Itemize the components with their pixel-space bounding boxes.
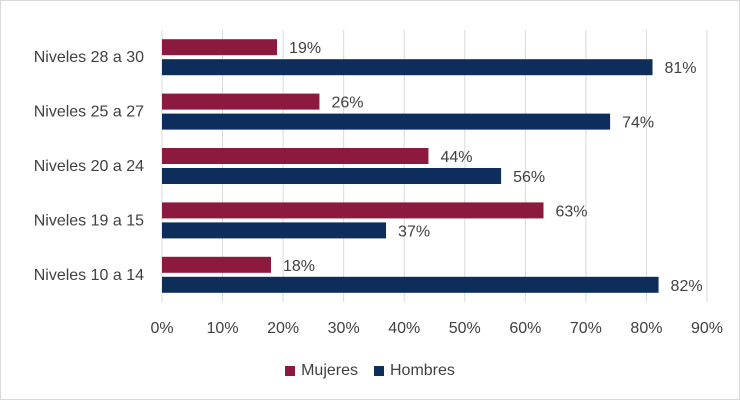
bar-mujeres-1 xyxy=(162,93,320,110)
bar-hombres-2 xyxy=(162,168,502,184)
x-tick-label: 0% xyxy=(150,320,173,337)
bar-mujeres-3 xyxy=(162,202,544,219)
category-label: Niveles 25 a 27 xyxy=(34,104,144,121)
x-tick-label: 50% xyxy=(449,320,481,337)
legend-swatch-hombres xyxy=(374,366,384,376)
bar-hombres-3 xyxy=(162,222,387,239)
data-label: 81% xyxy=(665,60,697,77)
x-tick-label: 70% xyxy=(570,320,602,337)
category-label: Niveles 28 a 30 xyxy=(34,49,144,66)
x-tick-label: 40% xyxy=(388,320,420,337)
legend-label-hombres: Hombres xyxy=(390,362,455,379)
data-label: 74% xyxy=(622,115,654,132)
legend: Mujeres Hombres xyxy=(0,362,740,380)
bar-hombres-4 xyxy=(162,276,659,293)
data-label: 82% xyxy=(671,278,703,295)
bar-hombres-1 xyxy=(162,113,611,130)
x-tick-label: 20% xyxy=(267,320,299,337)
category-label: Niveles 10 a 14 xyxy=(34,267,144,284)
category-label: Niveles 20 a 24 xyxy=(34,158,144,175)
legend-item-hombres: Hombres xyxy=(374,362,455,380)
data-label: 37% xyxy=(398,223,430,240)
bar-mujeres-0 xyxy=(162,39,278,56)
legend-label-mujeres: Mujeres xyxy=(301,362,358,379)
labels: 0% 10% 20% 30% 40% 50% 60% 70% 80% 90% Niveles 28 … xyxy=(34,40,723,337)
data-label: 44% xyxy=(440,149,472,166)
bars xyxy=(162,39,659,293)
data-label: 19% xyxy=(289,40,321,57)
legend-item-mujeres: Mujeres xyxy=(285,362,358,380)
bar-mujeres-4 xyxy=(162,256,271,273)
gridlines xyxy=(161,30,708,302)
x-tick-label: 10% xyxy=(207,320,239,337)
data-label: 63% xyxy=(556,203,588,220)
legend-swatch-mujeres xyxy=(285,366,296,376)
data-label: 18% xyxy=(283,258,315,275)
category-label: Niveles 19 a 15 xyxy=(34,212,144,229)
x-tick-label: 60% xyxy=(509,320,541,337)
x-tick-label: 30% xyxy=(328,320,360,337)
bar-hombres-0 xyxy=(162,59,653,76)
bar-mujeres-2 xyxy=(162,148,429,164)
x-tick-label: 90% xyxy=(691,320,723,337)
x-tick-label: 80% xyxy=(630,320,662,337)
data-label: 56% xyxy=(513,169,545,186)
data-label: 26% xyxy=(331,95,363,112)
